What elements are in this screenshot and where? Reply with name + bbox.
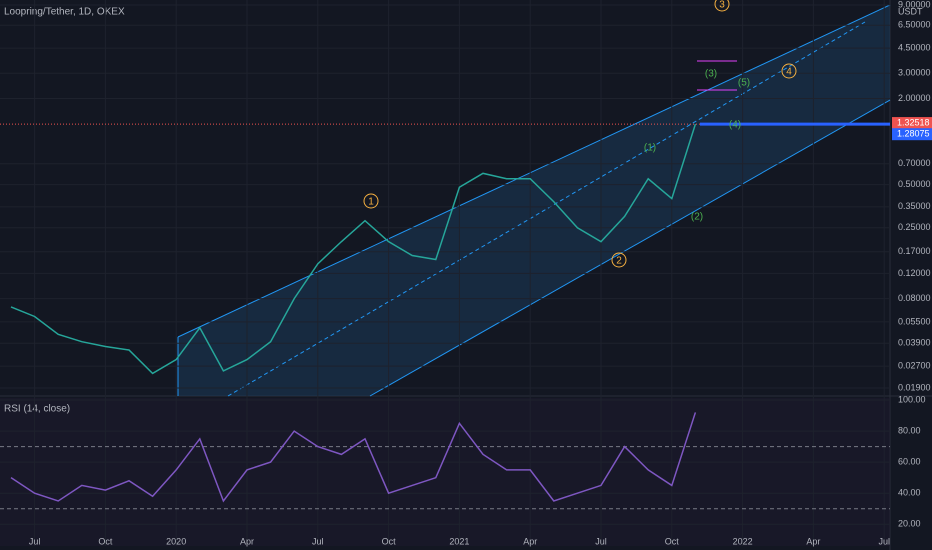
x-tick-label: Jul: [29, 536, 41, 546]
wave-circle: [363, 193, 379, 209]
series-line: [10, 123, 697, 375]
y-tick-label: 0.35000: [898, 201, 931, 211]
rsi-title: RSI (14, close): [4, 404, 70, 415]
prev-price-label: 1.28075: [897, 129, 930, 139]
channel-fill: [178, 5, 890, 396]
y-tick-label: 0.08000: [898, 293, 931, 303]
wave-label: 3: [719, 0, 725, 11]
x-tick-label: Apr: [806, 536, 820, 546]
x-tick-label: Oct: [382, 536, 397, 546]
y-tick-label: 0.01900: [898, 382, 931, 392]
wave-label: (3): [705, 69, 717, 80]
y-tick-label: 6.50000: [898, 20, 931, 30]
y-tick-label: 0.17000: [898, 246, 931, 256]
rsi-background: [0, 398, 890, 546]
y-tick-label: 40.00: [898, 488, 921, 498]
y-tick-label: 100.00: [898, 394, 926, 404]
y-tick-label: 0.70000: [898, 158, 931, 168]
y-tick-label: 3.00000: [898, 68, 931, 78]
y-tick-label: 0.50000: [898, 179, 931, 189]
y-tick-label: 20.00: [898, 519, 921, 529]
x-tick-label: 2020: [166, 536, 186, 546]
wave-label: 4: [786, 67, 792, 78]
wave-label: (2): [691, 212, 703, 223]
x-tick-label: Jul: [312, 536, 324, 546]
prev-price-tag: [892, 128, 932, 141]
y-axis-unit: USDT: [898, 6, 923, 16]
wave-circle: [781, 63, 797, 79]
series-line: [10, 412, 697, 503]
y-tick-label: 0.05500: [898, 316, 931, 326]
x-tick-label: 2022: [733, 536, 753, 546]
x-tick-label: Oct: [98, 536, 113, 546]
wave-label: (5): [738, 78, 750, 89]
x-tick-label: Apr: [523, 536, 537, 546]
y-tick-label: 4.50000: [898, 42, 931, 52]
y-tick-label: 0.02700: [898, 361, 931, 371]
y-tick-label: 0.25000: [898, 222, 931, 232]
y-tick-label: 0.12000: [898, 268, 931, 278]
wave-circle: [714, 0, 730, 12]
x-tick-label: 2021: [449, 536, 469, 546]
x-tick-label: Apr: [240, 536, 254, 546]
wave-label: 1: [368, 197, 374, 208]
chart-title: Loopring/Tether, 1D, OKEX: [4, 7, 125, 18]
y-tick-label: 2.00000: [898, 93, 931, 103]
channel-lower: [369, 99, 891, 397]
y-tick-label: 80.00: [898, 425, 921, 435]
y-tick-label: 60.00: [898, 457, 921, 467]
wave-label: 2: [616, 256, 622, 267]
wave-circle: [611, 252, 627, 268]
wave-label: (1): [644, 143, 656, 154]
channel-upper: [177, 4, 891, 338]
y-tick-label: 9.00000: [898, 0, 931, 9]
price-label: 1.32518: [897, 117, 930, 127]
x-tick-label: Jul: [878, 536, 890, 546]
x-tick-label: Jul: [595, 536, 607, 546]
wave-label: (4): [729, 120, 741, 131]
x-tick-label: Oct: [665, 536, 680, 546]
y-tick-label: 0.03900: [898, 338, 931, 348]
